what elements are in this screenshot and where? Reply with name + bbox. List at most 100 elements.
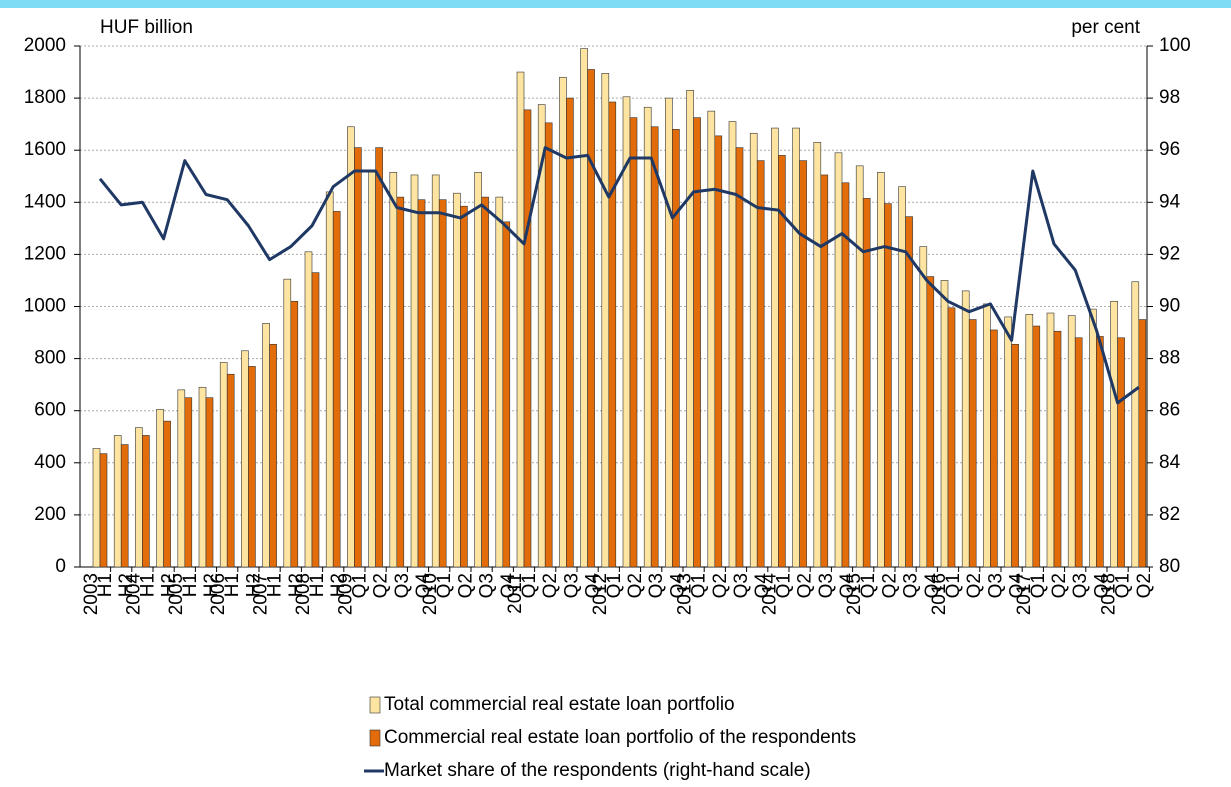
x-group-label: 2011 [505,573,526,614]
legend-label: Commercial real estate loan portfolio of… [384,727,856,748]
legend-swatch [369,729,381,747]
bar [1089,308,1097,568]
bar [544,122,553,568]
bar [862,198,871,568]
x-tick-label: Q2 [540,573,561,598]
y-tick-label: 1800 [24,87,66,108]
bar [629,117,638,568]
y2-tick-label: 96 [1159,139,1180,160]
y2-tick-label: 80 [1159,556,1180,577]
y-tick-label: 800 [34,348,66,369]
x-tick-label: H1 [137,573,158,597]
bar [304,251,313,568]
bar [643,106,652,568]
bar [198,386,207,568]
bar [375,147,383,568]
bar [983,303,991,568]
x-tick-label: Q3 [646,573,667,598]
bar [1032,325,1041,568]
x-tick-label: Q2 [964,573,985,598]
bar [481,196,489,568]
x-tick-label: H2 [286,573,307,597]
bar [290,300,299,568]
x-tick-label: H2 [243,573,264,597]
y-tick-label: 0 [55,556,66,577]
bar [163,420,171,568]
bar [177,389,186,568]
x-tick-label: Q2 [455,573,476,598]
x-tick-label: H1 [265,573,286,597]
x-tick-label: Q3 [985,573,1006,598]
x-tick-label: Q4 [667,573,688,599]
bar [926,276,935,568]
bar [1004,316,1012,568]
y2-axis-label: per cent [1071,17,1140,38]
bar [99,453,108,568]
bar [516,71,525,568]
y-tick-label: 1400 [24,191,66,212]
bar [756,160,765,568]
bar [523,109,532,568]
y-tick-label: 600 [34,400,66,421]
bar [799,160,807,568]
x-group-label: 2010 [420,573,441,615]
bar [820,174,829,568]
y2-tick-label: 92 [1159,243,1180,264]
x-tick-label: Q3 [1070,573,1091,598]
x-tick-label: Q2 [710,573,731,598]
bar [1025,314,1034,568]
bar [184,397,193,568]
y2-tick-label: 86 [1159,400,1180,421]
x-tick-label: Q4 [922,573,943,599]
bar [749,132,758,568]
x-group-label: 2005 [166,573,187,615]
x-tick-label: Q1 [773,573,794,598]
y-tick-label: 2000 [24,35,66,56]
x-tick-label: Q4 [1007,573,1028,599]
x-tick-label: Q3 [561,573,582,598]
bar [884,203,892,568]
y2-tick-label: 84 [1159,452,1181,473]
bar [1131,281,1140,568]
x-group-label: 2017 [1014,573,1035,615]
x-group-label: 2006 [208,573,229,615]
bar [672,129,680,568]
bar [1067,315,1076,568]
bar [1110,300,1118,568]
y-tick-label: 1600 [24,139,66,160]
bar [389,172,398,568]
bar [248,366,256,568]
x-tick-label: Q1 [689,573,710,598]
x-tick-label: Q4 [413,573,434,599]
x-tick-label: Q4 [837,573,858,599]
bar [898,186,906,568]
x-group-label: 2012 [590,573,611,615]
bar [841,182,850,568]
x-group-label: 2014 [759,573,780,616]
x-group-label: 2003 [81,573,102,615]
legend-label: Market share of the respondents (right-h… [384,760,811,781]
x-tick-label: Q4 [583,573,604,599]
bar [990,329,998,568]
x-tick-label: Q4 [752,573,773,599]
bar [219,362,228,568]
bar [113,435,122,568]
x-tick-label: H1 [95,573,116,597]
bar [778,155,786,568]
bar [92,448,101,568]
bar [665,97,673,568]
bar [142,435,150,568]
x-tick-label: H2 [328,573,349,597]
bar [707,110,716,568]
bar [241,350,249,568]
bar [1011,343,1019,568]
bar [502,221,511,568]
bar [961,290,970,568]
bar [905,216,913,568]
line [98,146,1140,405]
bar [205,397,214,568]
y2-tick-label: 94 [1159,191,1181,212]
x-group-label: 2008 [293,573,314,615]
bar [1053,330,1062,568]
x-group-label: 2015 [844,573,865,615]
